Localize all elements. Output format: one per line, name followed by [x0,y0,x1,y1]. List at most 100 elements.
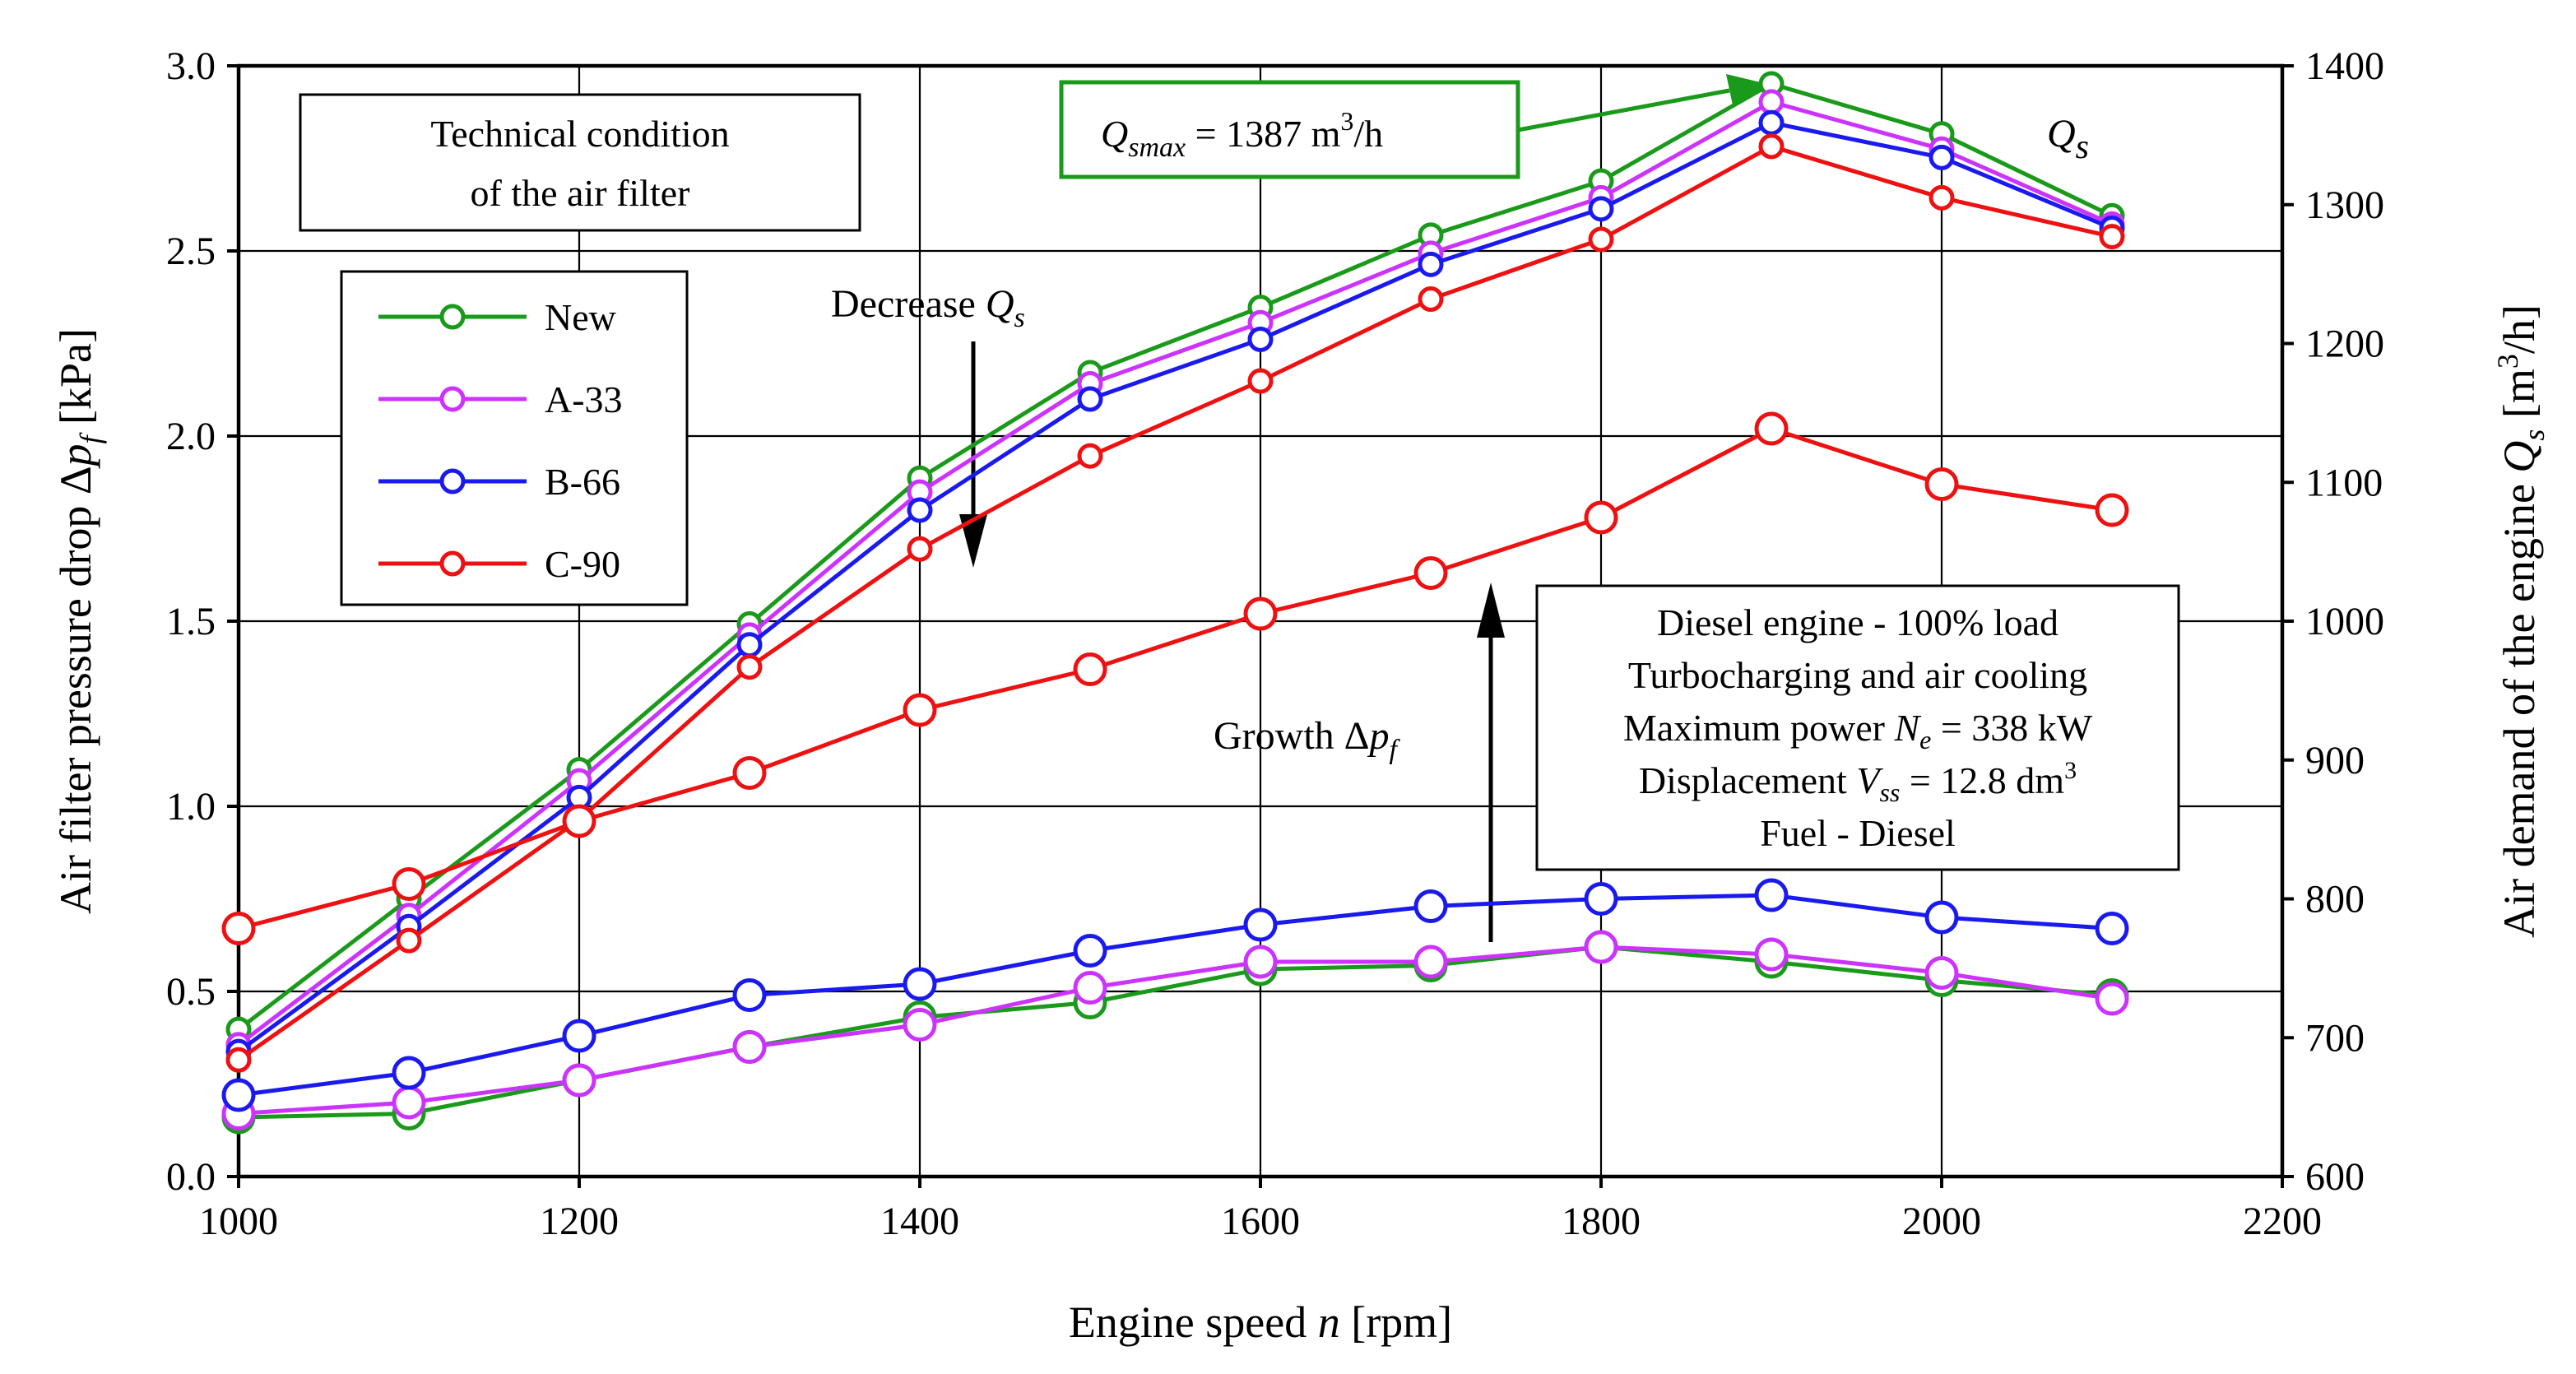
data-point [1758,109,1785,136]
data-point [1243,907,1278,942]
x-tick-label: 2000 [1902,1200,1981,1243]
x-tick-label: 2200 [2243,1200,2322,1243]
legend-item-b-66: B-66 [378,461,620,503]
series-a-33-pressure-drop [221,930,2129,1130]
legend-label: New [545,296,617,338]
data-point [1754,411,1789,446]
data-point [2095,493,2129,527]
data-point [732,978,767,1012]
y-left-axis-title: Air filter pressure drop Δpf [kPa] [51,328,107,914]
series-line [238,893,2113,1098]
data-point [2095,912,2129,945]
data-point [1758,133,1785,160]
y-right-tick-label: 700 [2305,1016,2365,1060]
data-point [1413,889,1448,923]
data-point [1413,556,1448,590]
data-point [1073,652,1107,686]
data-point [732,1030,767,1064]
qsmax-box: Qsmax = 1387 m3/h [1059,80,1520,179]
y-left-axis-ticks: 0.0 0.5 1.0 1.5 2.0 2.5 3.0 [166,44,239,1199]
y-right-tick-label: 1100 [2305,461,2383,504]
data-point [1073,971,1107,1005]
y-left-tick-label: 1.5 [166,600,216,643]
legend-title-box: Technical condition of the air filter [299,93,861,232]
data-point [1758,89,1785,115]
data-point [1588,196,1614,222]
qs-curves-label: Qs [2047,112,2089,166]
legend-title-line-1: Technical condition [430,113,729,155]
qsmax-arrow [1517,74,1767,132]
y-left-tick-label: 0.0 [166,1155,216,1199]
data-point [903,693,937,727]
data-point [736,654,763,680]
info-line-4: Displacement Vss = 12.8 dm3 [1639,757,2077,807]
data-point [1754,878,1789,912]
legend-marker [439,386,466,412]
info-line-5: Fuel - Diesel [1760,812,1956,854]
info-line-3: Maximum power Ne = 338 kW [1623,707,2093,754]
series-line [237,100,2114,1047]
data-point [392,1056,426,1090]
y-right-tick-label: 900 [2305,739,2365,782]
y-right-axis-title: Air demand of the engine Qs [m3/h] [2491,304,2550,938]
y-right-tick-label: 1400 [2305,44,2384,88]
data-point [1418,286,1444,312]
data-point [2095,982,2129,1016]
series-line [237,81,2114,1032]
data-point [562,804,596,838]
y-right-tick-label: 600 [2305,1155,2365,1199]
info-line-2: Turbocharging and air cooling [1628,654,2087,696]
decrease-arrow [959,341,987,568]
series-line [238,945,2113,1116]
data-point [1754,937,1789,972]
y-left-tick-label: 0.5 [166,970,216,1014]
y-right-tick-label: 1300 [2305,183,2384,227]
data-point [1243,596,1278,631]
x-tick-label: 1800 [1562,1200,1641,1243]
data-point [907,536,933,562]
data-point [1924,467,1959,501]
x-axis-title: Engine speed n [rpm] [1069,1297,1452,1347]
x-tick-label: 1600 [1221,1200,1300,1243]
data-point [1584,930,1618,964]
data-point [396,927,422,954]
data-point [562,1019,596,1053]
data-point [903,1008,937,1042]
data-point [1924,900,1959,935]
y-right-tick-label: 1000 [2305,600,2384,643]
series-b-66-pressure-drop [221,878,2129,1112]
x-tick-label: 1400 [880,1200,959,1243]
data-point [562,1063,596,1098]
data-point [221,1078,256,1112]
legend-label: C-90 [545,543,620,585]
x-tick-label: 1200 [540,1200,619,1243]
y-right-tick-label: 800 [2305,878,2365,921]
y-right-tick-label: 1200 [2305,323,2384,366]
data-point [1073,934,1107,968]
data-point [1929,184,1955,211]
info-line-1: Diesel engine - 100% load [1657,601,2058,643]
series-line [237,144,2113,1062]
data-point [1247,326,1274,352]
series-line [238,426,2113,931]
x-tick-label: 1000 [199,1200,278,1243]
data-point [907,497,933,523]
y-left-tick-label: 3.0 [166,44,216,88]
data-point [1584,882,1618,916]
growth-arrow [1477,583,1505,942]
legend-marker [439,304,466,330]
series-layer [221,71,2129,1135]
legend-item-c-90: C-90 [378,543,620,585]
legend-item-new: New [378,296,617,338]
legend-item-a-33: A-33 [378,378,623,420]
data-point [736,632,763,658]
data-point [2099,224,2125,250]
series-line [237,120,2113,1054]
data-point [221,912,256,945]
series-c-90-air-demand [225,133,2125,1073]
data-point [1077,386,1103,412]
data-point [1413,945,1448,979]
data-point [1588,226,1614,253]
y-left-tick-label: 2.0 [166,415,216,458]
y-left-tick-label: 1.0 [166,785,216,829]
